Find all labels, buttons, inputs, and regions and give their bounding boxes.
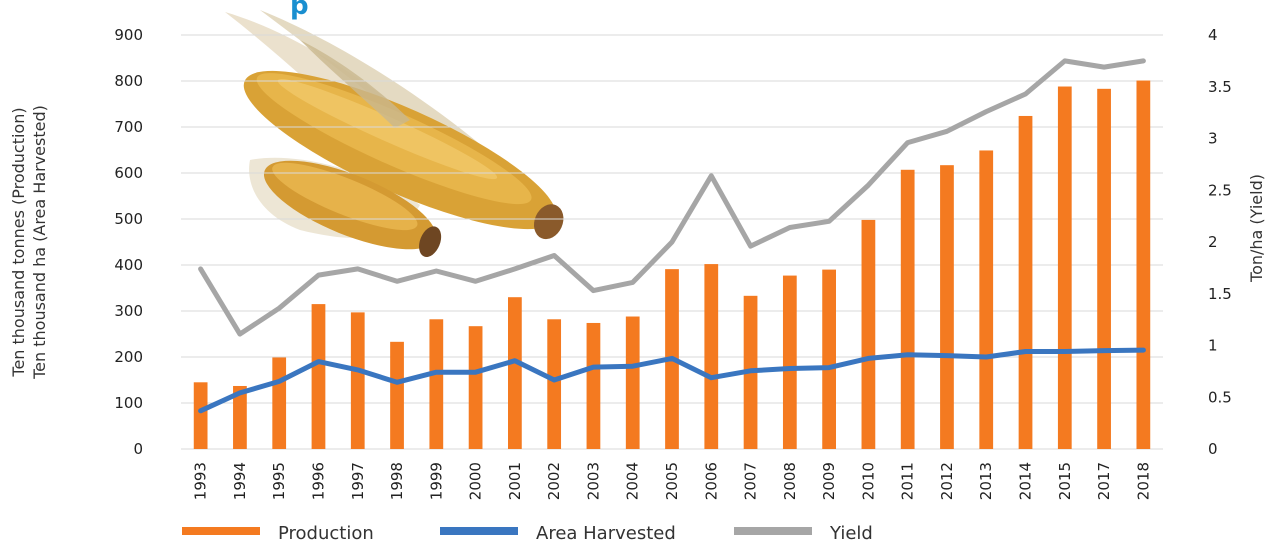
area-harvested-line [198,347,1146,414]
x-tick-label: 1996 [309,462,327,500]
x-tick-label: 2009 [820,462,838,500]
production-bar [311,304,326,449]
legend-label-production: Production [278,523,374,542]
x-tick-label: 2004 [624,462,642,500]
production-bar [390,341,404,449]
x-tick-label: 1994 [231,462,249,500]
chart-title-fragment: p [290,0,309,21]
left-axis-ticks: 0 100 200 300 400 500 600 700 800 900 [114,26,143,458]
production-bar [547,319,562,449]
legend-item-yield: Yield [734,523,873,542]
production-bar [429,319,444,449]
series-lines [198,58,1146,414]
production-bar [1018,115,1033,450]
production-bar [822,269,836,449]
left-tick-label: 900 [114,26,143,44]
left-tick-label: 300 [114,302,143,320]
production-bar [1136,80,1151,449]
x-tick-label: 1999 [427,462,445,500]
x-tick-label: 2011 [899,462,917,500]
production-bar [625,316,640,449]
production-bar [193,382,208,449]
x-tick-label: 1997 [349,462,367,500]
legend-label-yield: Yield [829,523,873,542]
x-axis-ticks: 1993 1994 1995 1996 1997 1998 1999 2000 2001 2002… [192,462,1153,500]
x-tick-label: 1998 [388,462,406,500]
x-tick-label: 2013 [977,462,995,500]
right-tick-label: 1.5 [1208,285,1232,303]
production-bar [1097,88,1111,449]
left-tick-label: 500 [114,210,143,228]
legend-item-production: Production [182,523,374,542]
right-axis-title: Ton/ha (Yield) [1247,174,1266,283]
x-tick-label: 2010 [859,462,877,500]
x-tick-label: 2000 [467,462,485,500]
production-bar [350,312,365,449]
x-tick-label: 2017 [1095,462,1113,500]
x-tick-label: 2014 [1017,462,1035,500]
production-bar [940,165,954,449]
production-bar [704,264,719,449]
production-bar [586,322,601,449]
x-tick-label: 2007 [742,462,760,500]
left-tick-label: 100 [114,394,143,412]
legend-swatch-yield [734,527,812,535]
right-axis-title-text: Ton/ha (Yield) [1247,174,1266,283]
x-tick-label: 2018 [1134,462,1152,500]
x-tick-label: 1995 [270,462,288,500]
left-tick-label: 700 [114,118,143,136]
left-axis-title-line-2: Ten thousand ha (Area Harvested) [30,105,49,380]
production-bar [272,357,287,449]
left-axis-title-line-1: Ten thousand tonnes (Production) [9,107,28,377]
right-tick-label: 2 [1208,233,1218,251]
production-bar [1057,86,1072,450]
legend-item-area-harvested: Area Harvested [440,523,676,542]
x-tick-label: 1993 [192,462,210,500]
right-tick-label: 1 [1208,337,1218,355]
right-tick-label: 3 [1208,130,1218,148]
production-bar [468,326,483,449]
production-bar [782,275,797,449]
left-tick-label: 400 [114,256,143,274]
left-tick-label: 600 [114,164,143,182]
production-bar [861,219,876,449]
left-tick-label: 0 [133,440,143,458]
right-axis-ticks: 0 0.5 1 1.5 2 2.5 3 3.5 4 [1208,26,1232,458]
x-tick-label: 2012 [938,462,956,500]
right-tick-label: 3.5 [1208,78,1232,96]
x-tick-label: 2006 [702,462,720,500]
x-tick-label: 2015 [1056,462,1074,500]
right-tick-label: 2.5 [1208,181,1232,199]
x-tick-label: 2003 [584,462,602,500]
x-tick-label: 2008 [781,462,799,500]
legend-swatch-production [182,527,260,535]
legend: Production Area Harvested Yield [182,523,873,542]
x-tick-label: 2001 [506,462,524,500]
left-axis-title: Ten thousand tonnes (Production) Ten tho… [9,105,49,380]
right-tick-label: 0 [1208,440,1218,458]
production-bar [233,385,247,449]
legend-label-area-harvested: Area Harvested [536,523,676,542]
left-tick-label: 800 [114,72,143,90]
production-bar [900,169,915,449]
corn-illustration [225,10,564,257]
left-tick-label: 200 [114,348,143,366]
right-tick-label: 0.5 [1208,388,1232,406]
legend-swatch-area-harvested [440,527,518,535]
production-bar [979,150,994,449]
x-tick-label: 2002 [545,462,563,500]
yield-line [198,58,1146,337]
production-bar [508,297,522,449]
production-bars [193,80,1151,450]
right-tick-label: 4 [1208,26,1218,44]
x-tick-label: 2005 [663,462,681,500]
